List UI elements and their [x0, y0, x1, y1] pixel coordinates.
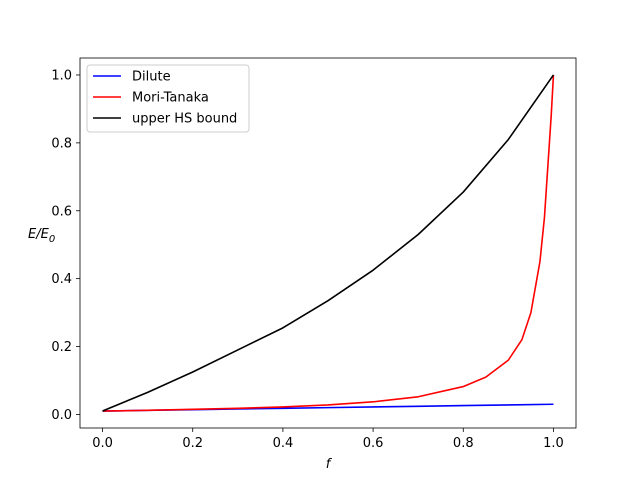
- legend-label-dilute: Dilute: [132, 70, 171, 85]
- y-tick-label: 0.0: [51, 408, 72, 423]
- y-axis-label-subscript: 0: [49, 234, 55, 245]
- tick-layer: 0.0 0.2 0.4 0.6 0.8 1.0 0.0 0.2 0.4 0.6 0.8 1.0: [51, 68, 563, 451]
- x-tick-label: 0.2: [182, 436, 203, 451]
- legend-label-mori-tanaka: Mori-Tanaka: [132, 91, 209, 106]
- x-tick-label: 0.4: [273, 436, 294, 451]
- x-tick-label: 1.0: [543, 436, 564, 451]
- y-tick-label: 1.0: [51, 68, 72, 83]
- x-tick-label: 0.6: [363, 436, 384, 451]
- y-tick-label: 0.2: [51, 340, 72, 355]
- y-axis-label-base: E/E: [28, 227, 50, 242]
- x-tick-label: 0.8: [453, 436, 474, 451]
- legend: Dilute Mori-Tanaka upper HS bound: [86, 64, 250, 133]
- x-axis-label: f: [326, 457, 333, 472]
- series-line-upper-hs-bound: [102, 74, 555, 412]
- y-tick-label: 0.4: [51, 272, 72, 287]
- series-line-mori-tanaka: [102, 74, 555, 412]
- series-layer: [102, 74, 555, 412]
- y-tick-label: 0.8: [51, 136, 72, 151]
- x-tick-label: 0.0: [92, 436, 113, 451]
- y-axis-label: E/E0: [28, 227, 55, 245]
- y-tick-label: 0.6: [51, 204, 72, 219]
- legend-label-upper-hs-bound: upper HS bound: [132, 112, 237, 127]
- legend-box: [86, 64, 250, 133]
